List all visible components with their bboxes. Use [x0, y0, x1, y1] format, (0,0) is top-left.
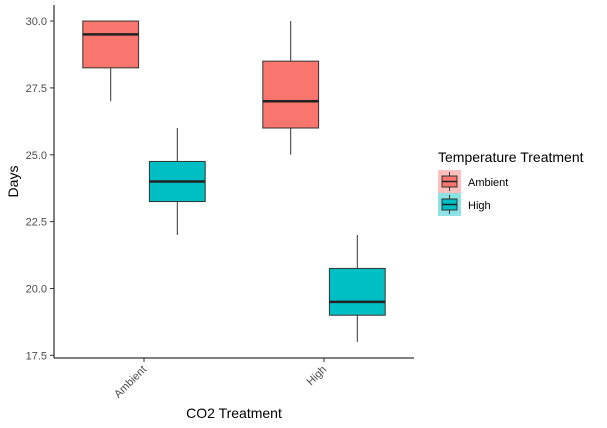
x-axis-ticks: Ambient High [112, 358, 329, 401]
box-body [328, 267, 386, 316]
legend-label: Ambient [468, 177, 508, 189]
plot-marks [82, 20, 386, 342]
y-axis-title: Days [5, 166, 21, 198]
box-ambient-ambient [82, 20, 140, 102]
box-high-high [328, 234, 386, 342]
legend-item-ambient: Ambient [438, 170, 508, 193]
legend-title: Temperature Treatment [438, 149, 584, 165]
legend: Temperature Treatment Ambient High [438, 149, 584, 216]
y-tick-label: 22.5 [26, 217, 47, 229]
legend-label: High [468, 200, 491, 212]
y-tick-label: 17.5 [26, 350, 47, 362]
box-high-ambient [148, 128, 206, 235]
y-tick-label: 25.0 [26, 150, 47, 162]
box-body [82, 20, 140, 69]
x-tick-label: Ambient [112, 364, 149, 401]
legend-item-high: High [438, 193, 491, 216]
x-axis-title: CO2 Treatment [186, 405, 282, 421]
legend-items: Ambient High [438, 170, 508, 216]
y-tick-label: 30.0 [26, 16, 47, 28]
box-ambient-high [262, 21, 320, 155]
box-body [262, 60, 320, 129]
y-tick-label: 20.0 [26, 283, 47, 295]
x-tick-label: High [305, 364, 329, 388]
y-tick-label: 27.5 [26, 83, 47, 95]
y-axis-ticks: 17.5 20.0 22.5 25.0 27.5 30.0 [26, 16, 54, 362]
